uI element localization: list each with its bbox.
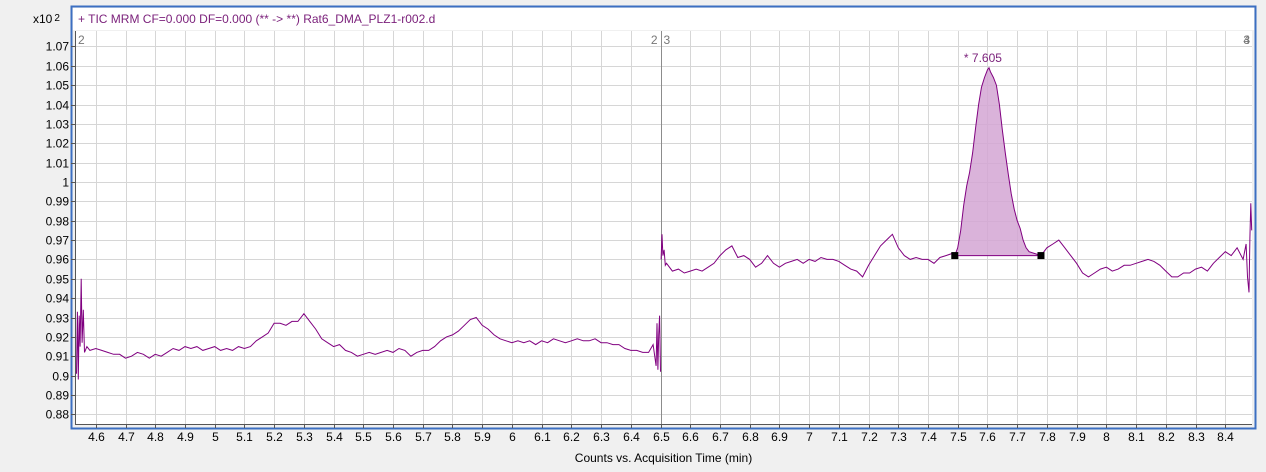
x-tick-label: 5.5: [355, 430, 372, 444]
peak-end-marker: [1037, 252, 1045, 260]
y-multiplier-label: x10 2: [33, 12, 60, 26]
x-tick-label: 4.9: [177, 430, 194, 444]
x-tick-label: 6.7: [712, 430, 729, 444]
y-tick-label: 1.07: [46, 40, 70, 54]
x-tick-label: 7.6: [979, 430, 996, 444]
x-tick-label: 8.3: [1188, 430, 1205, 444]
y-tick-label: 0.91: [46, 350, 70, 364]
peak-start-marker: [951, 252, 959, 260]
x-tick-label: 5.7: [415, 430, 432, 444]
x-tick-label: 6.6: [682, 430, 699, 444]
segment-marker: 4: [1243, 33, 1250, 47]
x-axis-label: Counts vs. Acquisition Time (min): [575, 451, 752, 465]
chart-title: + TIC MRM CF=0.000 DF=0.000 (** -> **) R…: [78, 12, 435, 26]
y-tick-label: 0.96: [46, 253, 70, 267]
y-axis-ticks: 0.88 0.89 0.9 0.91 0.92 0.93 0.94 0.95 0.96 0.97 0…: [46, 40, 75, 422]
tic-trace-segment-1: [76, 278, 661, 380]
title-band: [73, 8, 1254, 30]
y-tick-label: 1.02: [46, 137, 70, 151]
y-tick-label: 0.95: [46, 273, 70, 287]
x-tick-label: 7.1: [831, 430, 848, 444]
x-tick-label: 7.3: [890, 430, 907, 444]
chart-frame: [70, 5, 1257, 430]
y-tick-label: 1.03: [46, 118, 70, 132]
x-tick-label: 8.4: [1217, 430, 1234, 444]
x-tick-label: 7.5: [950, 430, 967, 444]
x-tick-label: 6.5: [653, 430, 670, 444]
x-tick-label: 5.8: [444, 430, 461, 444]
x-tick-label: 5.3: [296, 430, 313, 444]
x-tick-label: 6.8: [742, 430, 759, 444]
y-tick-label: 1.06: [46, 60, 70, 74]
y-multiplier-exponent: 2: [54, 13, 60, 24]
x-tick-label: 6.2: [563, 430, 580, 444]
y-tick-label: 0.98: [46, 215, 70, 229]
x-tick-label: 7.8: [1039, 430, 1056, 444]
y-tick-label: 0.89: [46, 389, 70, 403]
x-tick-label: 6: [509, 430, 516, 444]
x-tick-label: 8.1: [1128, 430, 1145, 444]
x-tick-label: 8: [1103, 430, 1110, 444]
x-tick-label: 5.9: [474, 430, 491, 444]
y-tick-label: 0.9: [52, 370, 69, 384]
x-tick-label: 5: [212, 430, 219, 444]
segment-marker: 3: [664, 33, 671, 47]
y-tick-label: 0.97: [46, 234, 70, 248]
x-tick-label: 6.4: [623, 430, 640, 444]
tic-trace-segment-2: [660, 66, 1253, 293]
x-tick-label: 7.4: [920, 430, 937, 444]
y-tick-label: 0.88: [46, 408, 70, 422]
y-tick-label: 1.01: [46, 157, 70, 171]
x-tick-label: 7.7: [1009, 430, 1026, 444]
x-tick-label: 5.1: [236, 430, 253, 444]
x-tick-label: 7: [806, 430, 813, 444]
peak-label: * 7.605: [964, 51, 1002, 65]
y-tick-label: 1: [62, 176, 69, 190]
x-axis-ticks: 4.6 4.7 4.8 4.9 5 5.1 5.2 5.3 5.4 5.5 5.6 5.7 5.8 5.9…: [88, 424, 1234, 444]
x-tick-label: 6.3: [593, 430, 610, 444]
x-tick-label: 5.6: [385, 430, 402, 444]
x-tick-label: 7.2: [861, 430, 878, 444]
x-tick-label: 4.8: [147, 430, 164, 444]
segment-marker: 3: [1243, 33, 1250, 47]
y-tick-label: 1.04: [46, 99, 70, 113]
peak-fill-area: [954, 67, 1041, 256]
x-tick-label: 4.6: [88, 430, 105, 444]
y-tick-label: 0.99: [46, 195, 70, 209]
y-tick-label: 0.92: [46, 331, 70, 345]
y-tick-label: 1.05: [46, 79, 70, 93]
x-tick-label: 7.9: [1069, 430, 1086, 444]
x-tick-label: 6.1: [534, 430, 551, 444]
x-tick-label: 6.9: [771, 430, 788, 444]
x-tick-label: 5.2: [266, 430, 283, 444]
x-tick-label: 4.7: [118, 430, 135, 444]
x-tick-label: 5.4: [326, 430, 343, 444]
y-tick-label: 0.93: [46, 312, 70, 326]
x-tick-label: 8.2: [1158, 430, 1175, 444]
plot-area: [75, 31, 1252, 424]
segment-marker: 2: [78, 33, 85, 47]
y-tick-label: 0.94: [46, 292, 70, 306]
segment-marker: 2: [651, 33, 658, 47]
